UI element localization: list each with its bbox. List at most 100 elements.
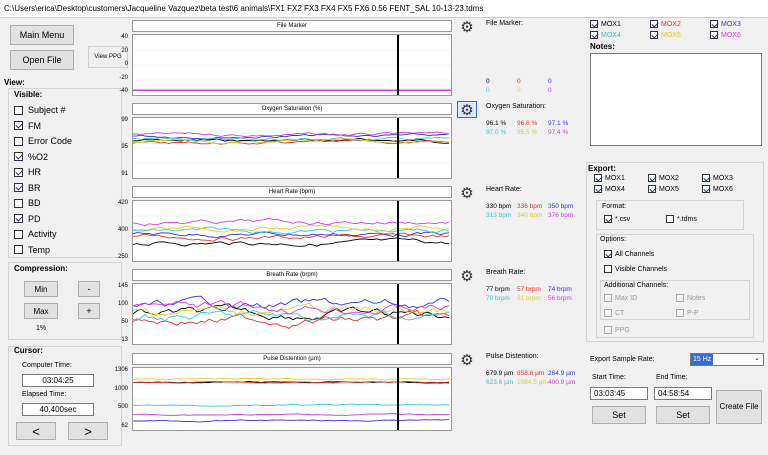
y-tick-label: -20 bbox=[119, 74, 128, 81]
mox-checkbox-6[interactable]: MOX6 bbox=[710, 31, 741, 39]
chart-plot-3[interactable] bbox=[132, 283, 452, 345]
chart-plot-0[interactable] bbox=[132, 34, 452, 96]
all-channels-checkbox[interactable]: All Channels bbox=[604, 250, 654, 258]
series-line bbox=[133, 217, 450, 227]
export-mox-checkbox-3[interactable]: MOX3 bbox=[702, 174, 733, 182]
visible-checkbox-bd[interactable]: BD bbox=[14, 198, 41, 208]
series-line bbox=[133, 136, 450, 142]
max-id-checkbox[interactable]: Max ID bbox=[604, 294, 637, 302]
visible-checkbox--o2[interactable]: %O2 bbox=[14, 152, 48, 162]
compression-header: Compression: bbox=[14, 264, 68, 273]
visible-checkbox-br[interactable]: BR bbox=[14, 183, 41, 193]
series-line bbox=[133, 377, 450, 381]
channel-value: 0 bbox=[517, 87, 521, 94]
export-mox-checkbox-1[interactable]: MOX1 bbox=[594, 174, 625, 182]
plus-button[interactable]: + bbox=[78, 303, 100, 319]
channel-value: 77 brpm bbox=[486, 286, 510, 293]
y-tick-label: 62 bbox=[121, 423, 128, 429]
visible-checkbox-error-code[interactable]: Error Code bbox=[14, 136, 72, 146]
series-line bbox=[133, 131, 450, 137]
chart-title-4: Pulse Distention (µm) bbox=[132, 353, 452, 365]
mox-checkbox-3[interactable]: MOX3 bbox=[710, 20, 741, 28]
chart-settings-gear-icon[interactable]: ⚙ bbox=[460, 267, 474, 285]
options-label: Options: bbox=[600, 236, 627, 243]
export-mox-checkbox-6[interactable]: MOX6 bbox=[702, 185, 733, 193]
y-tick-label: 1000 bbox=[114, 385, 128, 392]
visible-channels-checkbox[interactable]: Visible Channels bbox=[604, 265, 667, 273]
csv-checkbox[interactable]: *.csv bbox=[604, 215, 630, 223]
open-file-button[interactable]: Open File bbox=[10, 50, 74, 70]
format-label: Format: bbox=[602, 203, 627, 210]
channel-value: 376 bpm bbox=[548, 212, 574, 219]
channel-value: 96.6 % bbox=[517, 120, 538, 127]
y-tick-label: 420 bbox=[117, 200, 128, 206]
cursor-group bbox=[8, 346, 122, 446]
export-mox-checkbox-5[interactable]: MOX5 bbox=[648, 185, 679, 193]
export-mox-checkbox-2[interactable]: MOX2 bbox=[648, 174, 679, 182]
export-mox-checkbox-4[interactable]: MOX4 bbox=[594, 185, 625, 193]
elapsed-time-label: Elapsed Time: bbox=[22, 391, 67, 398]
chart-settings-gear-icon[interactable]: ⚙ bbox=[457, 101, 477, 119]
channel-value: 0 bbox=[486, 87, 490, 94]
visible-checkbox-subject-[interactable]: Subject # bbox=[14, 105, 66, 115]
series-line bbox=[133, 381, 450, 384]
channel-value: 336 bpm bbox=[517, 203, 543, 210]
channel-value: 56 brpm bbox=[548, 295, 572, 302]
compression-value: 1% bbox=[36, 325, 47, 332]
set-start-button[interactable]: Set bbox=[592, 406, 646, 424]
main-menu-button[interactable]: Main Menu bbox=[10, 25, 74, 45]
max-button[interactable]: Max bbox=[24, 303, 58, 319]
mox-checkbox-2[interactable]: MOX2 bbox=[650, 20, 681, 28]
chart-plot-1[interactable] bbox=[132, 117, 452, 179]
tdms-checkbox[interactable]: *.tdms bbox=[666, 215, 697, 223]
chart-settings-gear-icon[interactable]: ⚙ bbox=[460, 184, 474, 202]
y-tick-label: 0 bbox=[124, 61, 128, 67]
elapsed-time-field[interactable]: 40,400sec bbox=[22, 403, 94, 416]
channel-value: 0 bbox=[486, 78, 490, 85]
mox-checkbox-5[interactable]: MOX5 bbox=[650, 31, 681, 39]
visible-group bbox=[8, 88, 122, 258]
series-line bbox=[133, 403, 450, 407]
min-button[interactable]: Min bbox=[24, 281, 58, 297]
chart-settings-gear-icon[interactable]: ⚙ bbox=[460, 351, 474, 369]
notes-checkbox[interactable]: Notes bbox=[676, 294, 705, 302]
chart-plot-2[interactable] bbox=[132, 200, 452, 262]
y-tick-label: 50 bbox=[121, 319, 128, 325]
channel-value: 1084.5 µm bbox=[517, 379, 548, 386]
visible-checkbox-activity[interactable]: Activity bbox=[14, 229, 57, 239]
series-line bbox=[133, 413, 449, 416]
computer-time-field[interactable]: 03:04:25 bbox=[22, 374, 94, 387]
end-time-field[interactable]: 04:58:54 bbox=[654, 387, 712, 400]
ct-checkbox[interactable]: CT bbox=[604, 309, 624, 317]
sample-rate-select[interactable]: 15 Hz ⌄ bbox=[690, 353, 764, 366]
mox-checkbox-1[interactable]: MOX1 bbox=[590, 20, 621, 28]
visible-header: Visible: bbox=[14, 90, 43, 99]
create-file-button[interactable]: Create File bbox=[716, 390, 762, 424]
channel-value: 97.1 % bbox=[548, 120, 569, 127]
mox-checkbox-4[interactable]: MOX4 bbox=[590, 31, 621, 39]
set-end-button[interactable]: Set bbox=[656, 406, 710, 424]
visible-checkbox-temp[interactable]: Temp bbox=[14, 245, 50, 255]
channel-value: 0 bbox=[517, 78, 521, 85]
visible-checkbox-fm[interactable]: FM bbox=[14, 121, 41, 131]
series-line bbox=[133, 295, 450, 312]
next-button[interactable]: > bbox=[68, 422, 108, 440]
channel-value: 97.4 % bbox=[548, 129, 569, 136]
prev-button[interactable]: < bbox=[16, 422, 56, 440]
pp-checkbox[interactable]: P-P bbox=[676, 309, 699, 317]
channel-value: 61 brpm bbox=[517, 295, 541, 302]
view-ppg-button[interactable]: View PPG bbox=[88, 46, 128, 68]
visible-checkbox-pd[interactable]: PD bbox=[14, 214, 41, 224]
chart-settings-gear-icon[interactable]: ⚙ bbox=[460, 18, 474, 36]
series-line bbox=[133, 226, 450, 235]
visible-checkbox-hr[interactable]: HR bbox=[14, 167, 41, 177]
start-time-field[interactable]: 03:03:45 bbox=[590, 387, 648, 400]
sample-rate-label: Export Sample Rate: bbox=[590, 356, 655, 363]
minus-button[interactable]: - bbox=[78, 281, 100, 297]
series-line bbox=[133, 310, 450, 322]
channel-value: 74 brpm bbox=[548, 286, 572, 293]
notes-textarea[interactable] bbox=[590, 53, 762, 146]
channel-label: Pulse Distention: bbox=[486, 353, 539, 360]
chart-plot-4[interactable] bbox=[132, 367, 452, 431]
ppg-checkbox[interactable]: PPG bbox=[604, 326, 630, 334]
